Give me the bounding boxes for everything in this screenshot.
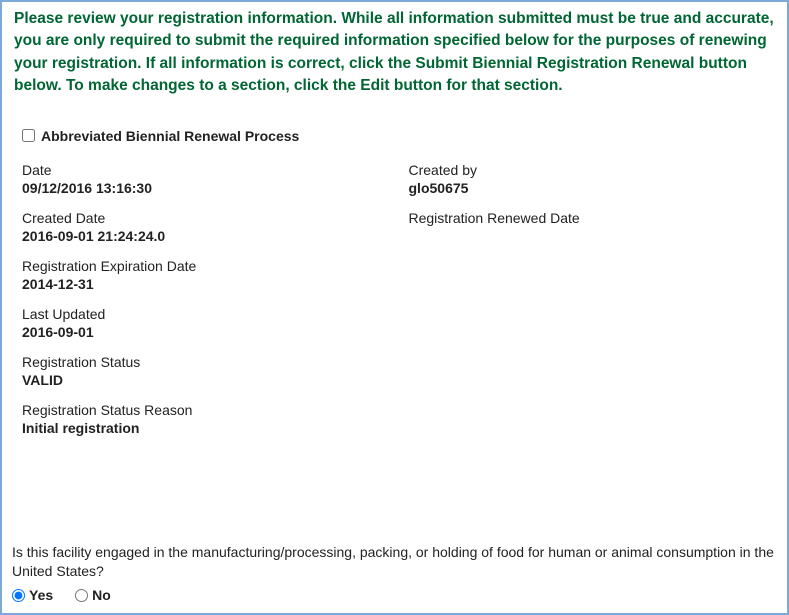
field-status-reason-value: Initial registration [22, 420, 775, 436]
field-created-date-value: 2016-09-01 21:24:24.0 [22, 228, 389, 244]
facility-question-block: Is this facility engaged in the manufact… [12, 543, 775, 603]
field-created-by: Created by glo50675 [409, 162, 776, 196]
field-renewed-date: Registration Renewed Date [409, 210, 776, 244]
field-date: Date 09/12/2016 13:16:30 [22, 162, 389, 196]
field-status: Registration Status VALID [22, 354, 775, 388]
abbreviated-renewal-row: Abbreviated Biennial Renewal Process [22, 128, 775, 144]
field-expiration-date-value: 2014-12-31 [22, 276, 775, 292]
registration-review-panel: Please review your registration informat… [0, 0, 789, 615]
instructions-text: Please review your registration informat… [14, 8, 775, 98]
abbreviated-renewal-checkbox[interactable] [22, 129, 35, 142]
field-status-reason-label: Registration Status Reason [22, 402, 775, 418]
field-expiration-date: Registration Expiration Date 2014-12-31 [22, 258, 775, 292]
field-status-value: VALID [22, 372, 775, 388]
field-date-label: Date [22, 162, 389, 178]
option-no-label: No [92, 587, 111, 603]
abbreviated-renewal-label: Abbreviated Biennial Renewal Process [41, 128, 299, 144]
field-status-label: Registration Status [22, 354, 775, 370]
option-yes[interactable]: Yes [12, 587, 53, 603]
field-created-date-label: Created Date [22, 210, 389, 226]
option-yes-radio[interactable] [12, 589, 25, 602]
field-status-reason: Registration Status Reason Initial regis… [22, 402, 775, 436]
option-yes-label: Yes [29, 587, 53, 603]
field-last-updated: Last Updated 2016-09-01 [22, 306, 775, 340]
field-renewed-date-label: Registration Renewed Date [409, 210, 776, 226]
option-no-radio[interactable] [75, 589, 88, 602]
field-created-by-value: glo50675 [409, 180, 776, 196]
field-expiration-date-label: Registration Expiration Date [22, 258, 775, 274]
facility-question-text: Is this facility engaged in the manufact… [12, 543, 775, 581]
field-last-updated-value: 2016-09-01 [22, 324, 775, 340]
field-date-value: 09/12/2016 13:16:30 [22, 180, 389, 196]
field-last-updated-label: Last Updated [22, 306, 775, 322]
fields-grid: Date 09/12/2016 13:16:30 Created by glo5… [22, 162, 775, 436]
field-created-by-label: Created by [409, 162, 776, 178]
option-no[interactable]: No [75, 587, 111, 603]
field-created-date: Created Date 2016-09-01 21:24:24.0 [22, 210, 389, 244]
facility-question-options: Yes No [12, 587, 775, 603]
